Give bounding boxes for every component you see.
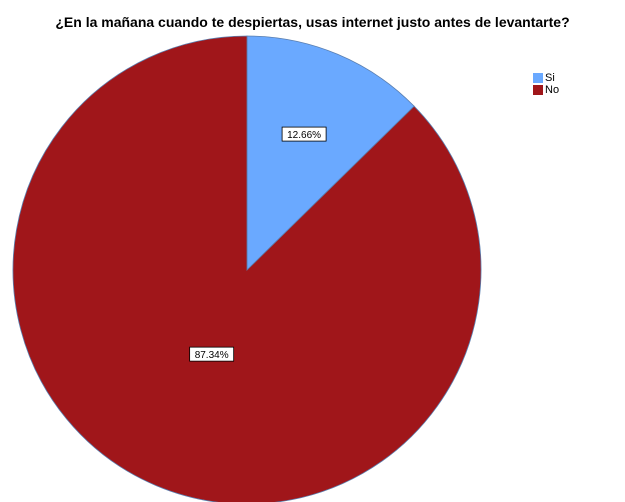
- data-label-box-si: [281, 126, 327, 142]
- pie-data-labels: 12.66% 87.34%: [189, 126, 327, 362]
- legend-swatch-no: [533, 85, 543, 95]
- pie-slice-no: [12, 35, 482, 502]
- chart-title: ¿En la mañana cuando te despiertas, usas…: [55, 14, 570, 30]
- data-label-text-no: 87.34%: [195, 350, 229, 361]
- legend-swatch-si: [533, 73, 543, 83]
- data-label-box-no: [189, 346, 235, 362]
- data-label-no: 87.34%: [189, 346, 235, 362]
- legend-label-no: No: [545, 84, 560, 96]
- pie-slice-si: [246, 35, 415, 271]
- data-label-text-si: 12.66%: [287, 130, 321, 141]
- data-label-si: 12.66%: [281, 126, 327, 142]
- legend-item-si: Si: [533, 72, 559, 84]
- pie-slices: [12, 35, 482, 502]
- legend-label-si: Si: [545, 72, 555, 84]
- legend-item-no: No: [533, 84, 559, 96]
- legend: Si No: [533, 72, 559, 96]
